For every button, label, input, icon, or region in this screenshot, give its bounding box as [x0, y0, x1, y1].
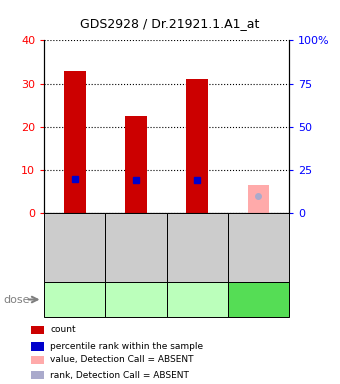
- Text: GDS2928 / Dr.21921.1.A1_at: GDS2928 / Dr.21921.1.A1_at: [80, 17, 260, 30]
- Bar: [125, 116, 147, 213]
- Text: percentile rank within the sample: percentile rank within the sample: [50, 342, 203, 351]
- Bar: [248, 185, 269, 213]
- Text: 0 ppb: 0 ppb: [61, 295, 89, 305]
- Text: value, Detection Call = ABSENT: value, Detection Call = ABSENT: [50, 355, 194, 364]
- Text: count: count: [50, 325, 76, 334]
- Text: 100
ppb: 100 ppb: [249, 289, 268, 310]
- Text: GSM109254: GSM109254: [70, 220, 79, 275]
- Text: 40 ppb: 40 ppb: [180, 295, 214, 305]
- Bar: [64, 71, 86, 213]
- Bar: [186, 79, 208, 213]
- Text: GSM109260: GSM109260: [254, 220, 263, 275]
- Text: rank, Detection Call = ABSENT: rank, Detection Call = ABSENT: [50, 371, 189, 380]
- Text: GSM109258: GSM109258: [193, 220, 202, 275]
- Text: dose: dose: [3, 295, 30, 305]
- Text: 10 ppb: 10 ppb: [119, 295, 153, 305]
- Text: GSM109256: GSM109256: [132, 220, 140, 275]
